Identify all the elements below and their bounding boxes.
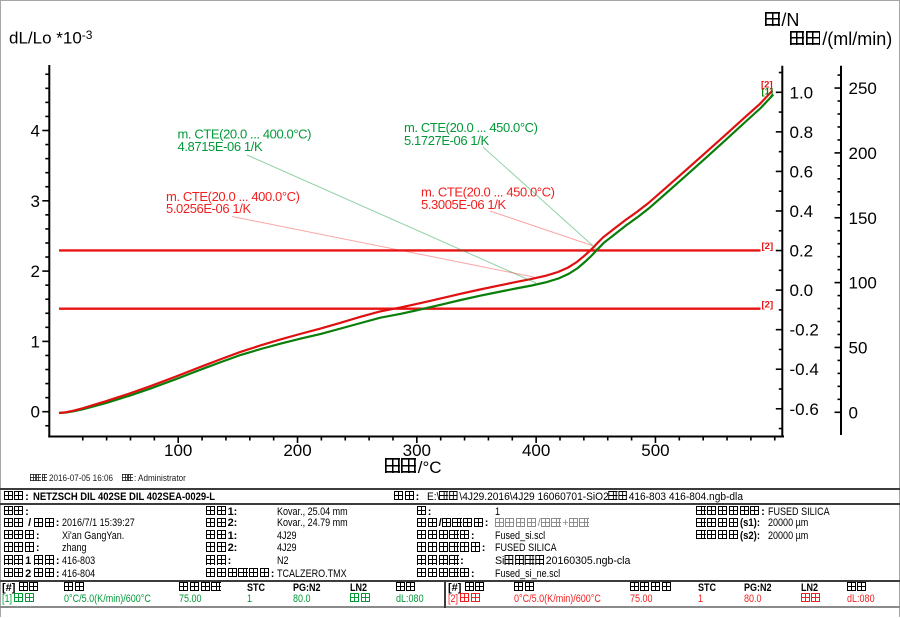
svg-text:0: 0	[31, 403, 40, 422]
svg-text:m. CTE(20.0 ... 400.0°C): m. CTE(20.0 ... 400.0°C)	[166, 189, 300, 204]
svg-text:0.2: 0.2	[790, 242, 814, 261]
svg-text:-0.2: -0.2	[790, 321, 819, 340]
svg-text:1.0: 1.0	[790, 83, 814, 102]
svg-text:200: 200	[849, 144, 877, 163]
svg-text:[2]: [2]	[762, 241, 774, 252]
svg-text:300: 300	[403, 441, 431, 460]
svg-text:3: 3	[31, 192, 40, 211]
svg-text:-0.4: -0.4	[790, 360, 819, 379]
svg-text:50: 50	[849, 338, 868, 357]
svg-text:250: 250	[849, 79, 877, 98]
svg-text:500: 500	[641, 441, 669, 460]
svg-text:1: 1	[31, 332, 40, 351]
svg-text:100: 100	[164, 441, 192, 460]
svg-text:m. CTE(20.0 ... 450.0°C): m. CTE(20.0 ... 450.0°C)	[421, 184, 555, 199]
svg-text:100: 100	[849, 274, 877, 293]
svg-text:m. CTE(20.0 ... 450.0°C): m. CTE(20.0 ... 450.0°C)	[404, 120, 538, 135]
svg-text:0: 0	[849, 403, 858, 422]
svg-text:0.4: 0.4	[790, 202, 814, 221]
svg-text:m. CTE(20.0 ... 400.0°C): m. CTE(20.0 ... 400.0°C)	[178, 127, 312, 142]
svg-text:150: 150	[849, 209, 877, 228]
svg-text:-0.6: -0.6	[790, 400, 819, 419]
svg-text:0.8: 0.8	[790, 123, 814, 142]
svg-text:5.3005E-06 1/K: 5.3005E-06 1/K	[421, 197, 506, 212]
svg-text:200: 200	[283, 441, 311, 460]
svg-text:5.0256E-06 1/K: 5.0256E-06 1/K	[166, 201, 251, 216]
svg-text:4.8715E-06 1/K: 4.8715E-06 1/K	[178, 139, 263, 154]
svg-text:[2]: [2]	[762, 299, 774, 310]
svg-text:2: 2	[31, 262, 40, 281]
svg-text:4: 4	[31, 122, 40, 141]
svg-text:0.0: 0.0	[790, 281, 814, 300]
svg-text:[2]: [2]	[761, 80, 773, 91]
svg-text:5.1727E-06 1/K: 5.1727E-06 1/K	[404, 133, 489, 148]
svg-text:[1]: [1]	[762, 87, 774, 98]
svg-text:400: 400	[522, 441, 550, 460]
svg-text:0.6: 0.6	[790, 162, 814, 181]
